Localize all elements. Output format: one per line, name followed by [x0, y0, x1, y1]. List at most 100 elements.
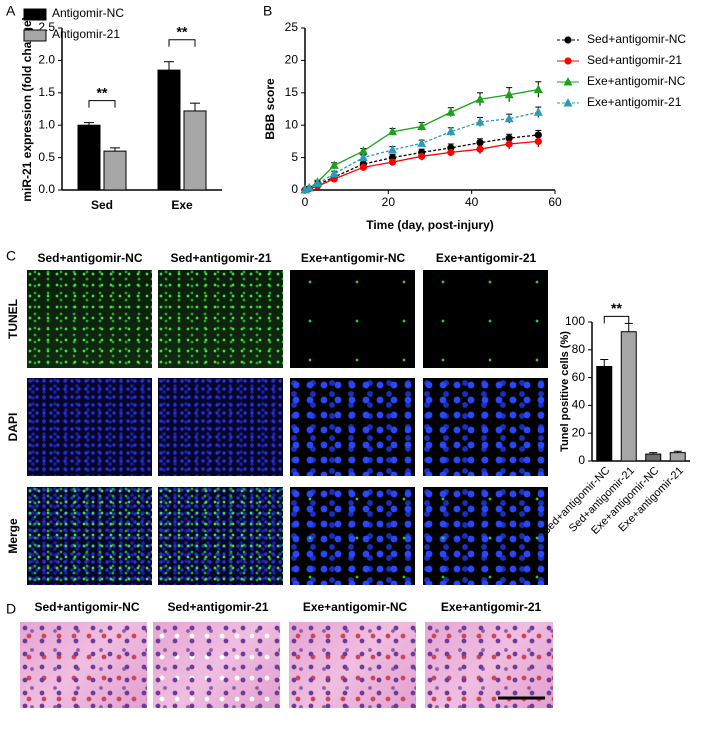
bar: [77, 124, 101, 191]
legend-label: Exe+antigomir-NC: [587, 74, 686, 88]
marker: [358, 152, 368, 162]
micrograph: [27, 378, 152, 476]
micrograph: [423, 270, 548, 368]
panel-label: B: [263, 3, 272, 19]
column-heading: Exe+antigomir-NC: [303, 600, 408, 614]
marker: [475, 94, 485, 103]
y-tick-label: 2.0: [38, 53, 55, 67]
panel-label: C: [6, 248, 16, 264]
legend-label: Exe+antigomir-21: [587, 95, 682, 109]
marker: [534, 137, 542, 145]
column-heading: Exe+antigomir-21: [436, 251, 537, 265]
y-tick-label: 0: [291, 182, 298, 196]
micrograph: [423, 487, 548, 585]
panel-label: D: [6, 601, 16, 617]
column-heading: Exe+antigomir-21: [441, 600, 542, 614]
marker: [359, 163, 367, 171]
panel-label: A: [6, 3, 16, 19]
y-tick-label: 0.5: [38, 150, 55, 164]
y-tick-label: 1.0: [38, 117, 55, 131]
column-heading: Sed+antigomir-NC: [37, 251, 142, 265]
y-axis-label: Tunel positive cells (%): [559, 331, 571, 452]
x-tick-label: Exe: [171, 198, 193, 212]
bar: [645, 453, 662, 462]
marker: [504, 113, 514, 123]
marker: [388, 158, 397, 166]
y-tick-label: 40: [572, 398, 586, 412]
column-heading: Sed+antigomir-NC: [34, 600, 139, 614]
legend-marker: [563, 77, 573, 86]
marker: [505, 134, 513, 142]
micrograph: [158, 487, 283, 585]
x-tick-label: 20: [382, 195, 396, 209]
bar: [669, 452, 686, 462]
y-tick-label: 80: [572, 342, 586, 356]
marker: [446, 107, 456, 116]
bar: [103, 150, 127, 191]
marker: [388, 126, 397, 136]
micrograph: [290, 378, 415, 476]
y-tick-label: 10: [285, 117, 299, 131]
legend-swatch: [23, 8, 47, 21]
significance-bracket: [603, 315, 630, 324]
marker: [418, 152, 426, 160]
marker: [304, 183, 314, 192]
y-tick-label: 0: [578, 453, 585, 467]
x-axis-label: Time (day, post-injury): [366, 218, 494, 232]
micrograph: [27, 487, 152, 585]
micrograph: [290, 270, 415, 368]
bar: [620, 331, 637, 462]
column-heading: Sed+antigomir-21: [170, 251, 271, 265]
marker: [388, 144, 397, 154]
micrograph: [27, 270, 152, 368]
legend-label: Antigomir-21: [52, 27, 120, 41]
marker: [417, 121, 427, 130]
marker: [329, 160, 339, 169]
marker: [504, 89, 514, 99]
y-tick-label: 5: [291, 150, 298, 164]
legend-label: Antigomir-NC: [52, 6, 124, 20]
he-image: [289, 622, 416, 708]
legend-marker: [564, 57, 572, 65]
he-image: [425, 622, 553, 708]
micrograph: [423, 378, 548, 476]
y-tick-label: 20: [285, 53, 299, 67]
marker: [533, 84, 543, 94]
x-tick-label: 60: [548, 195, 562, 209]
x-tick-label: Sed: [91, 198, 113, 212]
y-tick-label: 60: [572, 370, 586, 384]
x-tick-label: 0: [302, 195, 309, 209]
he-image: [20, 622, 147, 708]
legend-marker: [564, 36, 572, 44]
y-tick-label: 15: [285, 85, 299, 99]
bar: [183, 110, 207, 191]
y-tick-label: 1.5: [38, 85, 55, 99]
marker: [533, 107, 543, 116]
marker: [329, 168, 339, 178]
marker: [358, 146, 368, 155]
legend-label: Sed+antigomir-21: [587, 53, 682, 67]
legend-swatch: [23, 29, 47, 42]
row-heading: TUNEL: [6, 299, 20, 339]
annotation: **: [177, 23, 188, 39]
annotation: **: [97, 84, 108, 100]
marker: [417, 138, 427, 147]
marker: [475, 116, 485, 126]
micrograph: [158, 270, 283, 368]
bar: [157, 69, 181, 191]
marker: [534, 131, 542, 139]
column-heading: Sed+antigomir-21: [167, 600, 268, 614]
legend-marker: [563, 98, 573, 107]
bar: [596, 365, 613, 462]
x-tick-label: 40: [465, 195, 479, 209]
significance-bracket: [168, 39, 196, 47]
micrograph: [158, 378, 283, 476]
annotation: **: [611, 300, 622, 316]
marker: [447, 148, 455, 157]
marker: [313, 178, 322, 188]
legend-label: Sed+antigomir-NC: [587, 32, 686, 46]
y-axis-label: miR-21 expression (fold change): [20, 16, 34, 201]
y-tick-label: 20: [572, 425, 586, 439]
